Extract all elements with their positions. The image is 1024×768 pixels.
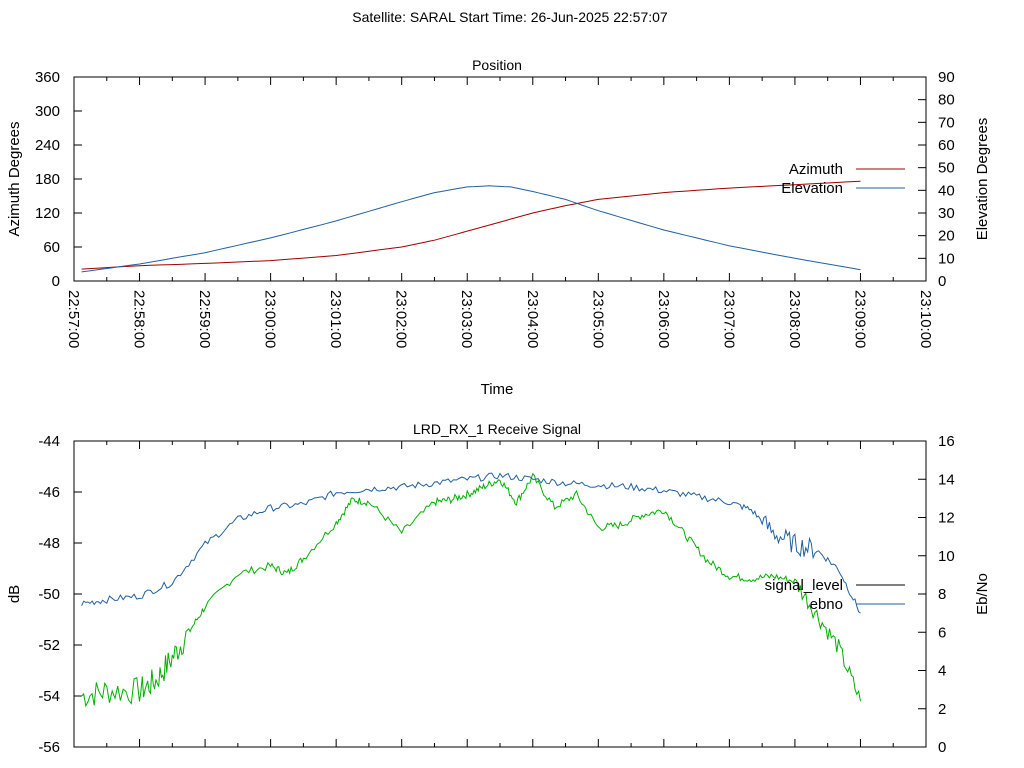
figure-title: Satellite: SARAL Start Time: 26-Jun-2025… — [352, 9, 668, 25]
legend-label-elevation: Elevation — [781, 180, 843, 197]
position-y2tick-label: 0 — [938, 273, 946, 290]
position-y2label: Elevation Degrees — [974, 118, 991, 241]
position-xtick-label: 23:03:00 — [458, 290, 475, 348]
signal-y2tick-label: 2 — [938, 701, 946, 718]
position-xtick-label: 23:00:00 — [262, 290, 279, 348]
signal-legend: signal_level ebno — [765, 577, 905, 613]
signal-ytick-label: -50 — [38, 586, 60, 603]
signal-y2tick-label: 14 — [938, 471, 955, 488]
position-title: Position — [472, 57, 522, 73]
signal-y2tick-label: 8 — [938, 586, 946, 603]
signal-y2tick-label: 16 — [938, 433, 955, 450]
legend-label-azimuth: Azimuth — [789, 161, 843, 178]
position-xtick-label: 23:07:00 — [720, 290, 737, 348]
position-xtick-label: 23:01:00 — [327, 290, 344, 348]
position-xtick-label: 23:04:00 — [524, 290, 541, 348]
position-y2tick-label: 30 — [938, 205, 955, 222]
position-ytick-label: 0 — [52, 273, 60, 290]
position-y2tick-label: 50 — [938, 160, 955, 177]
signal-y2tick-label: 12 — [938, 510, 955, 527]
position-y2tick-label: 70 — [938, 114, 955, 131]
position-y2tick-label: 40 — [938, 182, 955, 199]
position-xtick-label: 22:59:00 — [196, 290, 213, 348]
signal-ticks: -56 -54 -52 -50 -48 -46 -44 0 2 4 6 8 10 12 14 16 — [38, 433, 954, 756]
position-xlabel: Time — [481, 381, 514, 398]
position-ticks: 0 60 120 180 240 300 360 0 10 20 30 40 50 60 70 80 90 22:… — [35, 69, 955, 348]
position-ytick-label: 60 — [43, 239, 60, 256]
legend-label-signal-level: signal_level — [765, 577, 843, 594]
signal-title: LRD_RX_1 Receive Signal — [413, 421, 581, 437]
position-y2tick-label: 10 — [938, 250, 955, 267]
position-xtick-label: 23:05:00 — [589, 290, 606, 348]
signal-y2tick-label: 10 — [938, 548, 955, 565]
position-y2tick-label: 90 — [938, 69, 955, 86]
signal-y2tick-label: 6 — [938, 624, 946, 641]
position-ytick-label: 120 — [35, 205, 60, 222]
position-plot-frame — [73, 76, 927, 282]
position-chart: Position 0 60 120 180 240 300 360 0 10 20 30 40 50 60… — [6, 57, 991, 398]
position-xtick-label: 23:08:00 — [786, 290, 803, 348]
signal-ytick-label: -54 — [38, 688, 60, 705]
position-xtick-label: 23:09:00 — [851, 290, 868, 348]
position-y2tick-label: 20 — [938, 228, 955, 245]
position-series — [81, 180, 861, 273]
position-xtick-label: 23:06:00 — [655, 290, 672, 348]
signal-series — [81, 472, 861, 708]
position-y2tick-label: 60 — [938, 137, 955, 154]
series-line-elevation — [81, 185, 861, 273]
position-ytick-label: 180 — [35, 171, 60, 188]
legend-label-ebno: ebno — [810, 596, 843, 613]
signal-ytick-label: -44 — [38, 433, 60, 450]
position-ytick-label: 300 — [35, 103, 60, 120]
signal-y2tick-label: 4 — [938, 663, 946, 680]
signal-chart: LRD_RX_1 Receive Signal -56-54-52-50-48-… — [6, 421, 991, 756]
position-xtick-label: 23:02:00 — [393, 290, 410, 348]
position-xtick-label: 22:58:00 — [131, 290, 148, 348]
position-ytick-label: 240 — [35, 137, 60, 154]
signal-plot-frame — [73, 440, 927, 748]
signal-ytick-label: -52 — [38, 637, 60, 654]
series-line-ebno — [81, 472, 861, 614]
position-legend: Azimuth Elevation — [781, 161, 905, 197]
signal-y2label: Eb/No — [974, 573, 991, 615]
position-y2tick-label: 80 — [938, 92, 955, 109]
signal-ytick-label: -48 — [38, 535, 60, 552]
signal-ytick-label: -46 — [38, 484, 60, 501]
position-ylabel: Azimuth Degrees — [6, 121, 23, 236]
signal-ytick-label: -56 — [38, 739, 60, 756]
position-xtick-label: 23:10:00 — [917, 290, 934, 348]
signal-y2tick-label: 0 — [938, 739, 946, 756]
series-line-signal-level — [81, 472, 861, 708]
signal-ylabel: dB — [6, 585, 23, 603]
series-line-azimuth — [81, 180, 861, 270]
position-ytick-label: 360 — [35, 69, 60, 86]
position-xtick-label: 22:57:00 — [65, 290, 82, 348]
